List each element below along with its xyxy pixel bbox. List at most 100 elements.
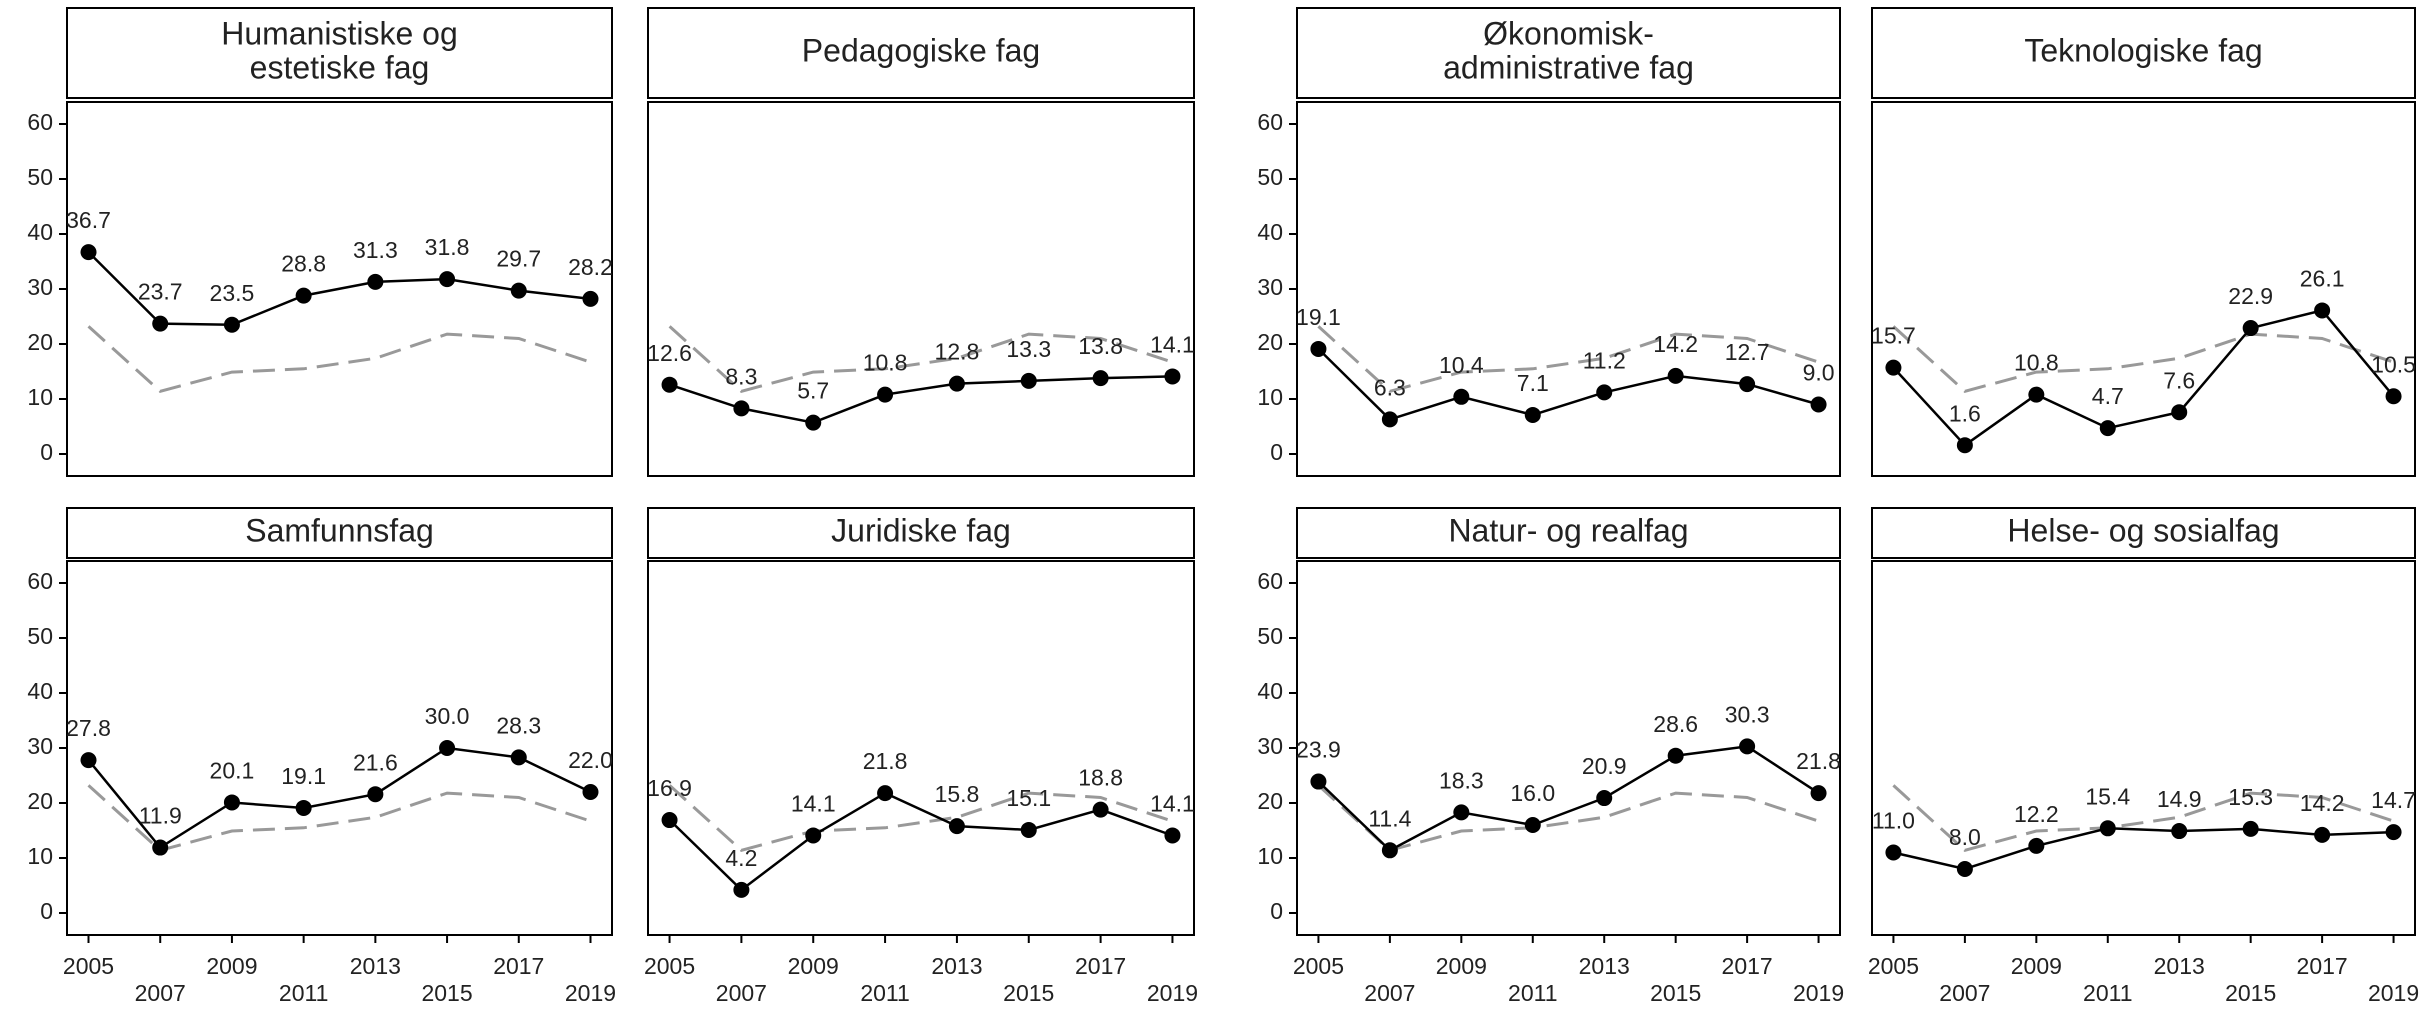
value-label: 14.9 (2157, 786, 2202, 812)
y-tick-label: 40 (1257, 219, 1283, 245)
panel-title: estetiske fag (250, 49, 430, 85)
series-line (1317, 348, 1819, 421)
data-point (223, 794, 240, 811)
plot-frame (1296, 560, 1841, 936)
y-tick-label: 40 (27, 219, 53, 245)
panel-title: Samfunnsfag (245, 512, 434, 548)
plot-frame (647, 101, 1195, 477)
data-point (1381, 411, 1398, 428)
x-tick-label: 2007 (1364, 980, 1415, 1006)
y-tick-label: 40 (1257, 678, 1283, 704)
value-label: 14.1 (1150, 791, 1195, 817)
x-tick-label: 2013 (350, 953, 401, 979)
panel-header (1871, 507, 2416, 559)
series-line (1892, 308, 2395, 447)
data-point (152, 839, 169, 856)
data-point (1524, 817, 1541, 833)
value-label: 10.4 (1439, 352, 1484, 378)
x-tick-label: 2009 (788, 953, 839, 979)
data-point (1453, 388, 1470, 405)
data-point (1164, 827, 1181, 844)
data-point (2314, 826, 2331, 843)
data-point (1667, 367, 1684, 384)
data-point (367, 273, 384, 290)
x-tick-label: 2015 (1003, 980, 1054, 1006)
x-tick-label: 2007 (135, 980, 186, 1006)
y-tick-label: 30 (1257, 733, 1283, 759)
x-tick-label: 2007 (716, 980, 767, 1006)
x-tick-label: 2013 (931, 953, 982, 979)
value-label: 23.5 (210, 280, 255, 306)
data-point (2099, 820, 2116, 837)
y-tick-label: 30 (27, 274, 53, 300)
value-label: 13.3 (1006, 336, 1051, 362)
value-label: 31.8 (425, 234, 470, 260)
value-label: 22.0 (568, 747, 613, 773)
x-tick-label: 2013 (1579, 953, 1630, 979)
value-label: 18.3 (1439, 767, 1484, 793)
panel-title: Juridiske fag (831, 512, 1011, 548)
data-point (1020, 821, 1037, 838)
value-label: 27.8 (66, 715, 111, 741)
data-point (1092, 370, 1109, 387)
data-point (1310, 773, 1327, 790)
data-point (661, 812, 678, 829)
x-tick-label: 2005 (63, 953, 114, 979)
y-tick-label: 60 (27, 109, 53, 135)
data-point (2385, 824, 2402, 841)
data-point (367, 786, 384, 803)
data-point (733, 400, 750, 417)
value-label: 6.3 (1374, 374, 1406, 400)
plot-frame (1296, 101, 1841, 477)
panel-title: Natur- og realfag (1448, 512, 1688, 548)
data-point (1739, 738, 1756, 755)
y-tick-label: 0 (1270, 898, 1283, 924)
value-label: 11.4 (1368, 805, 1411, 831)
value-label: 30.0 (425, 703, 470, 729)
x-tick-label: 2017 (2297, 953, 2348, 979)
value-label: 15.7 (1871, 323, 1916, 349)
data-point (439, 740, 456, 756)
value-label: 23.7 (138, 279, 183, 305)
x-tick-label: 2009 (2011, 953, 2062, 979)
value-label: 20.9 (1582, 753, 1627, 779)
data-point (805, 414, 822, 431)
reference-line (87, 784, 591, 852)
value-label: 16.9 (647, 775, 692, 801)
data-point (295, 287, 312, 304)
y-tick-label: 30 (27, 733, 53, 759)
data-point (1020, 372, 1037, 389)
value-label: 15.8 (935, 781, 980, 807)
data-point (2028, 837, 2045, 854)
data-point (1667, 747, 1684, 764)
value-label: 19.1 (281, 763, 326, 789)
data-point (1453, 804, 1470, 821)
y-tick-label: 0 (40, 439, 53, 465)
x-tick-label: 2015 (1650, 980, 1701, 1006)
x-tick-label: 2019 (2368, 980, 2419, 1006)
series-line (1317, 745, 1820, 852)
value-label: 12.2 (2014, 801, 2059, 827)
y-tick-label: 20 (1257, 329, 1283, 355)
x-tick-label: 2019 (1793, 980, 1844, 1006)
value-label: 14.2 (2300, 790, 2345, 816)
panel-title: Pedagogiske fag (802, 32, 1040, 68)
series-line (87, 746, 592, 850)
y-tick-label: 50 (1257, 164, 1283, 190)
value-label: 21.8 (863, 748, 908, 774)
value-label: 11.2 (1583, 347, 1626, 373)
data-point (295, 799, 312, 816)
panel-title: administrative fag (1443, 49, 1694, 85)
x-tick-label: 2017 (1722, 953, 1773, 979)
value-label: 15.3 (2228, 784, 2273, 810)
value-label: 16.0 (1510, 780, 1555, 806)
value-label: 23.9 (1296, 737, 1341, 763)
data-point (877, 386, 894, 403)
value-label: 15.4 (2085, 783, 2130, 809)
panel-header (66, 507, 613, 559)
data-point (2171, 823, 2188, 840)
data-point (2099, 420, 2116, 437)
x-tick-label: 2009 (206, 953, 257, 979)
data-point (1596, 790, 1613, 807)
data-point (1310, 340, 1327, 357)
